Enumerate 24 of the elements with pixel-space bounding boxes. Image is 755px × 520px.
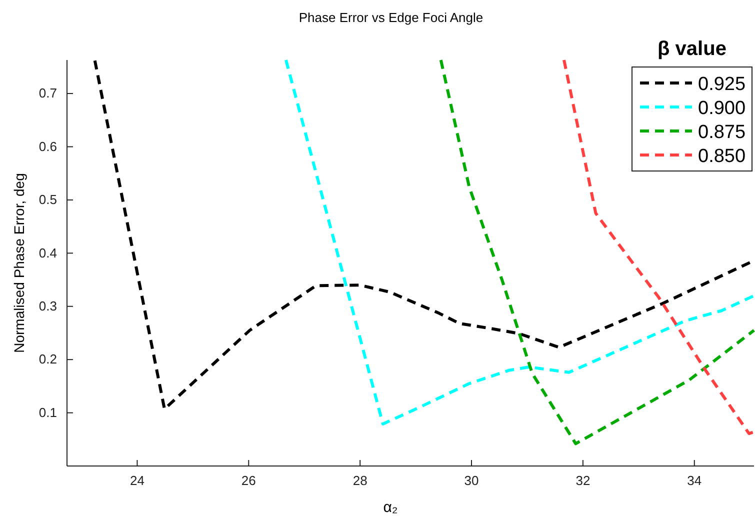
legend-label: 0.925 [698, 74, 746, 95]
x-tick-label: 26 [241, 473, 256, 488]
y-tick-label: 0.2 [38, 352, 57, 367]
x-axis-title: α₂ [383, 499, 398, 516]
y-tick-label: 0.4 [38, 245, 57, 260]
line-series [562, 58, 755, 436]
legend-title: β value [658, 38, 726, 60]
chart-title: Phase Error vs Edge Foci Angle [298, 10, 484, 25]
x-tick-label: 34 [687, 473, 702, 488]
legend-label: 0.850 [698, 146, 746, 167]
legend-label: 0.900 [698, 98, 746, 119]
line-series [284, 58, 755, 426]
y-tick-label: 0.1 [38, 404, 57, 420]
y-axis-title: Normalised Phase Error, deg [11, 173, 27, 353]
line-series [439, 58, 755, 446]
x-tick-label: 32 [576, 473, 590, 488]
y-tick-label: 0.6 [38, 138, 57, 154]
x-tick-label: 28 [352, 473, 368, 488]
y-tick-label: 0.3 [38, 298, 57, 314]
y-tick-label: 0.5 [38, 192, 57, 208]
x-tick-label: 24 [130, 473, 144, 488]
legend-label: 0.875 [698, 122, 746, 143]
x-tick-label: 30 [464, 473, 479, 488]
y-tick-label: 0.7 [38, 86, 57, 101]
